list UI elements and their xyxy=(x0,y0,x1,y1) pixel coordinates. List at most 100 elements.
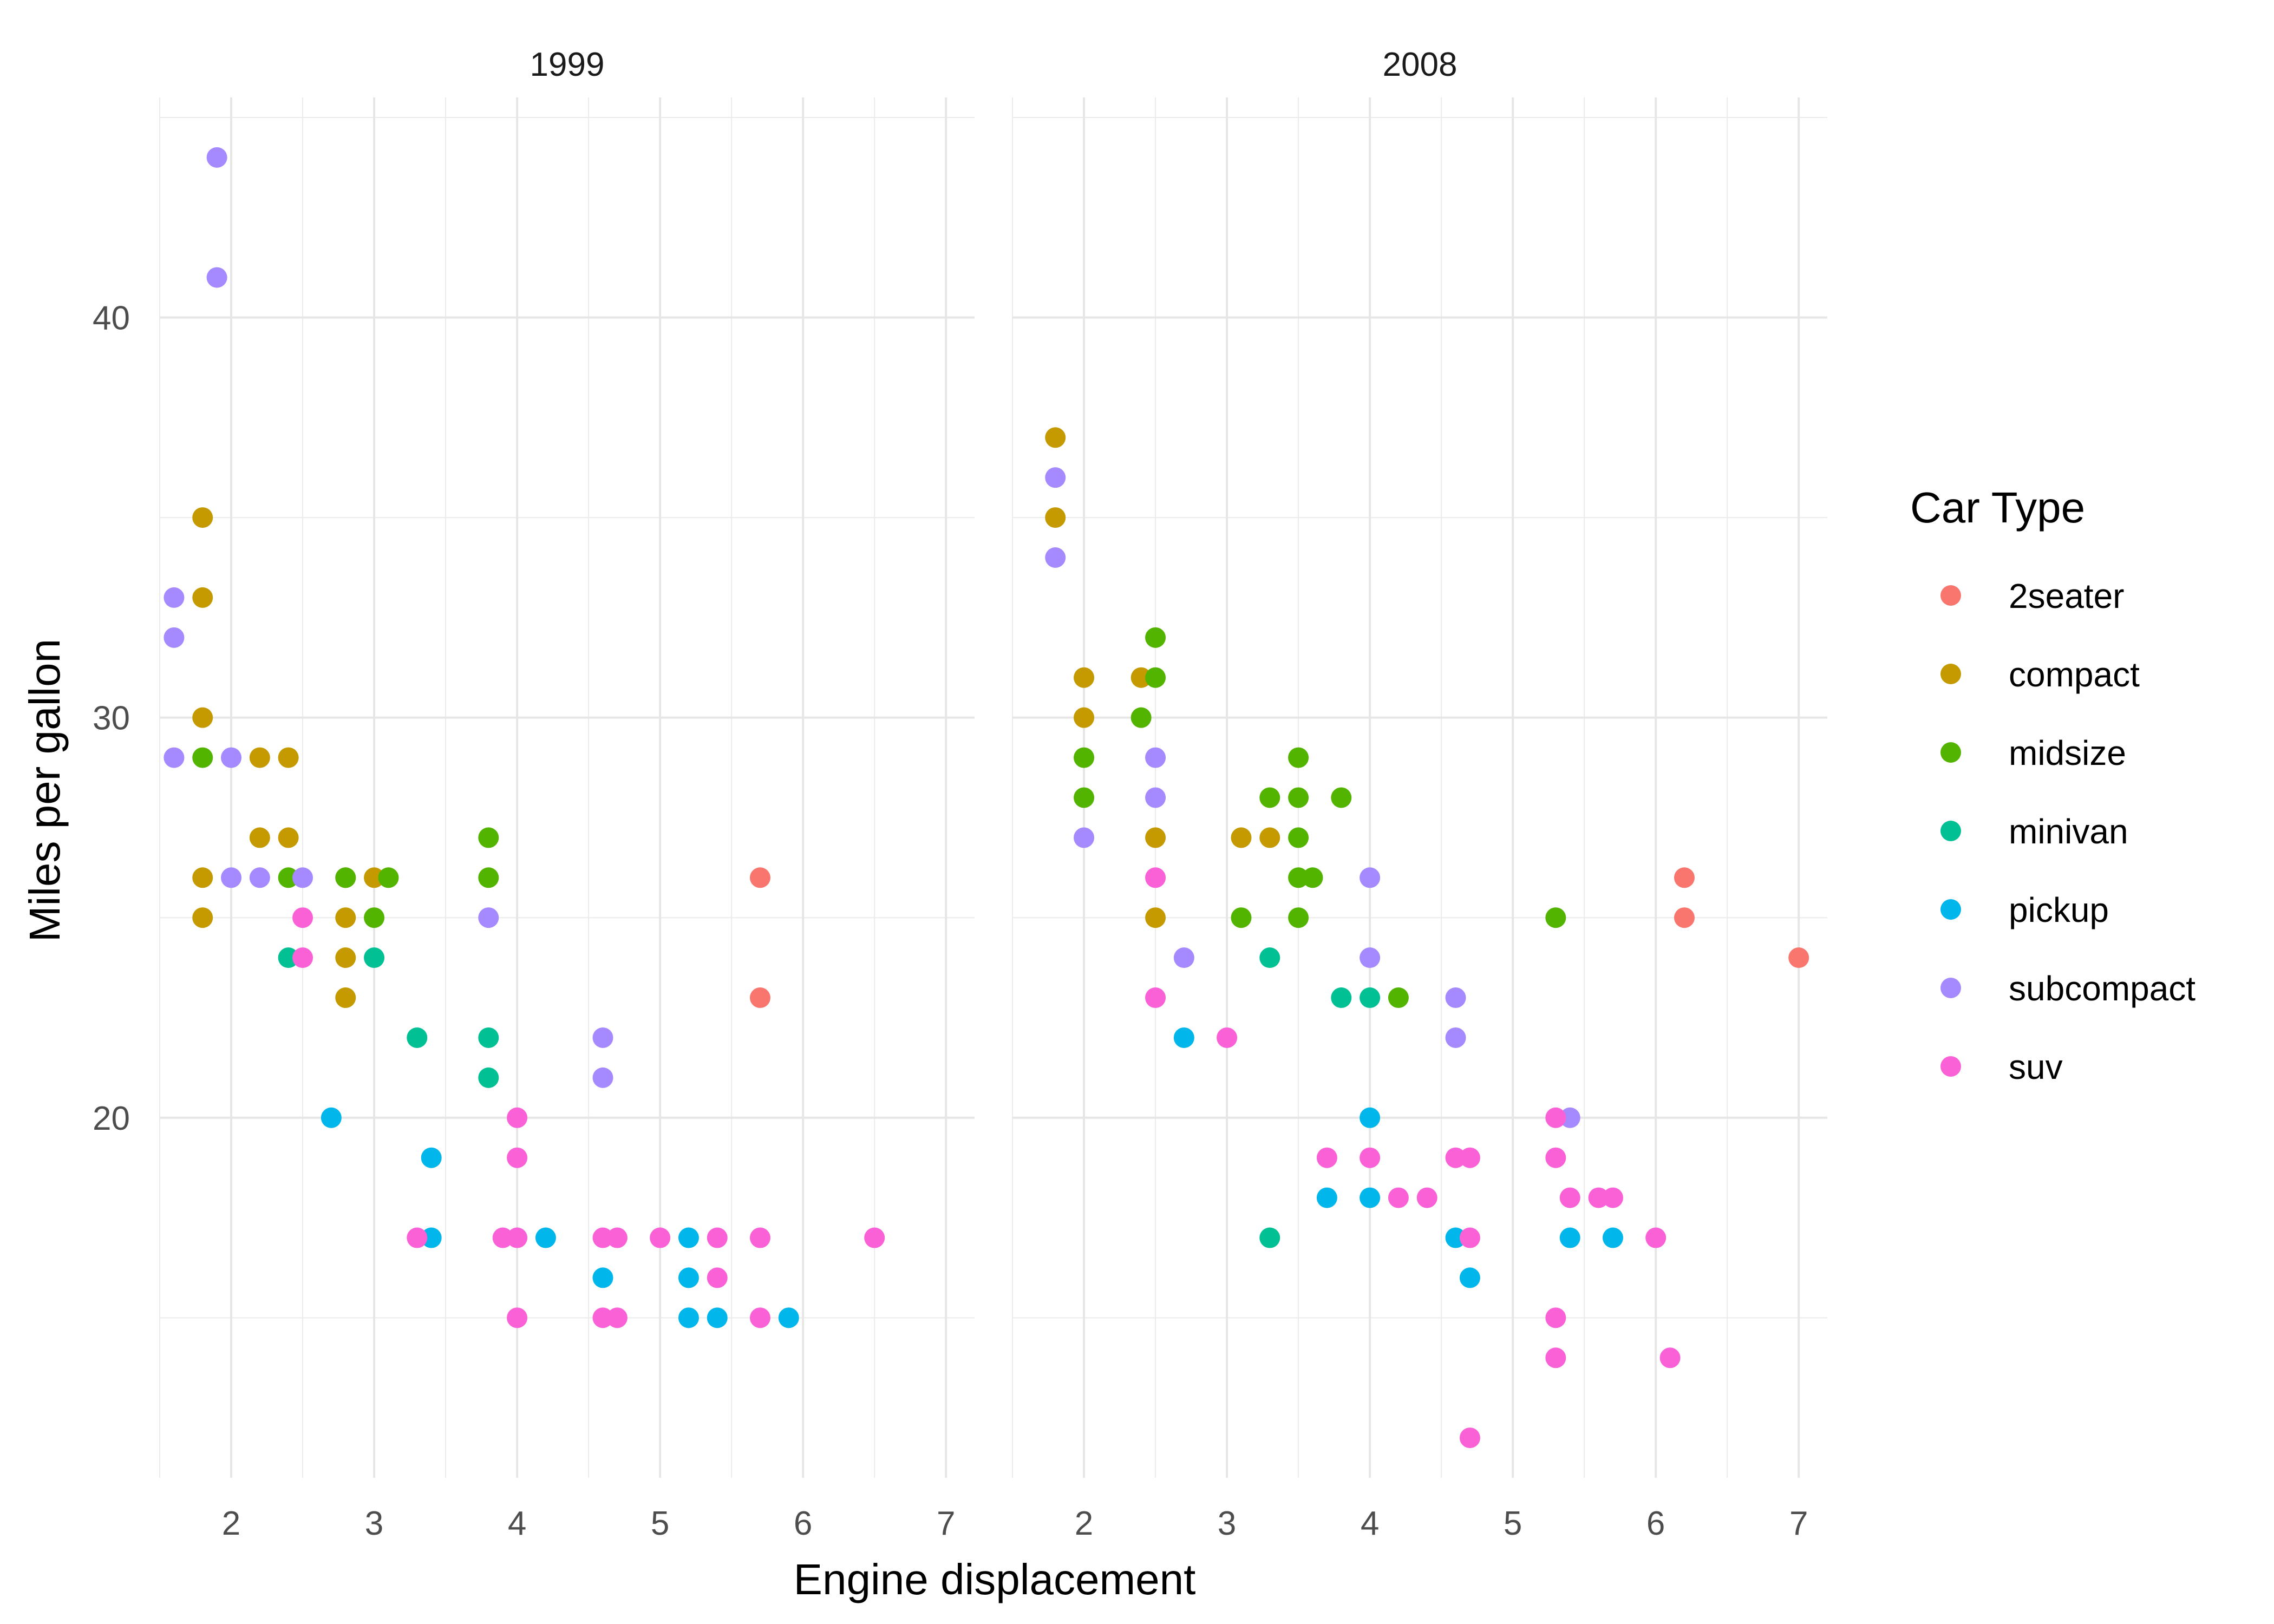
data-point-compact xyxy=(249,747,270,768)
data-point-2seater xyxy=(1674,867,1695,888)
data-point-subcompact xyxy=(1445,987,1466,1009)
data-point-suv xyxy=(1602,1187,1623,1208)
data-point-suv xyxy=(507,1227,528,1248)
data-point-midsize xyxy=(364,907,385,928)
data-point-pickup xyxy=(1602,1227,1623,1248)
data-point-minivan xyxy=(1360,987,1381,1009)
legend-key-pickup xyxy=(1940,899,1961,920)
series-midsize xyxy=(192,747,499,928)
data-point-pickup xyxy=(1173,1027,1194,1048)
data-point-suv xyxy=(1545,1347,1566,1368)
legend-item-minivan: minivan xyxy=(1940,812,2128,851)
facet-strip-label: 1999 xyxy=(530,46,605,83)
data-point-suv xyxy=(292,907,313,928)
data-point-suv xyxy=(1217,1027,1238,1048)
data-point-subcompact xyxy=(221,867,242,888)
data-point-minivan xyxy=(278,947,299,968)
data-point-suv xyxy=(1545,1307,1566,1328)
legend-label-pickup: pickup xyxy=(2009,890,2109,929)
data-point-compact xyxy=(249,827,270,848)
data-point-subcompact xyxy=(1145,747,1166,768)
series-subcompact xyxy=(164,147,613,1088)
data-point-compact xyxy=(278,747,299,768)
data-point-suv xyxy=(1145,867,1166,888)
legend-item-subcompact: subcompact xyxy=(1940,969,2195,1008)
data-point-pickup xyxy=(421,1227,442,1248)
series-2seater xyxy=(749,867,770,1009)
data-point-midsize xyxy=(1074,787,1095,808)
legend-key-minivan xyxy=(1940,821,1961,841)
x-tick-label: 2 xyxy=(222,1505,240,1542)
legend-key-2seater xyxy=(1940,585,1961,606)
series-suv xyxy=(1145,867,1681,1449)
data-point-midsize xyxy=(478,827,499,848)
data-point-minivan xyxy=(364,947,385,968)
data-point-pickup xyxy=(1360,1107,1381,1128)
data-point-midsize xyxy=(478,867,499,888)
data-point-subcompact xyxy=(249,867,270,888)
facet-panels: 1999 2 3 4 5 6 7 20 30 40 2008 2 3 4 5 6 7 xyxy=(93,46,1827,1542)
x-tick-label: 3 xyxy=(1218,1505,1236,1542)
data-point-midsize xyxy=(1288,907,1309,928)
facet-strip-label: 2008 xyxy=(1383,46,1458,83)
data-point-suv xyxy=(606,1227,628,1248)
data-point-pickup xyxy=(592,1267,613,1288)
data-point-compact xyxy=(278,827,299,848)
legend-item-suv: suv xyxy=(1940,1047,2063,1086)
data-point-pickup xyxy=(778,1307,799,1328)
data-point-suv xyxy=(707,1227,728,1248)
legend-label-subcompact: subcompact xyxy=(2009,969,2195,1008)
data-point-compact xyxy=(364,867,385,888)
data-point-suv xyxy=(864,1227,885,1248)
data-point-compact xyxy=(1074,667,1095,688)
x-axis-title: Engine displacement xyxy=(794,1555,1196,1603)
data-point-pickup xyxy=(421,1147,442,1168)
data-point-subcompact xyxy=(1045,467,1066,488)
data-point-suv xyxy=(592,1227,613,1248)
data-point-suv xyxy=(1360,1147,1381,1168)
x-tick-label: 5 xyxy=(651,1505,669,1542)
data-point-midsize xyxy=(378,867,399,888)
x-tick-label: 4 xyxy=(508,1505,526,1542)
data-point-subcompact xyxy=(1074,827,1095,848)
series-2seater xyxy=(1674,867,1809,968)
data-point-compact xyxy=(192,907,213,928)
legend-title: Car Type xyxy=(1910,483,2085,532)
data-point-subcompact xyxy=(1360,947,1381,968)
data-point-pickup xyxy=(1316,1187,1337,1208)
x-tick-label: 7 xyxy=(937,1505,955,1542)
data-point-minivan xyxy=(1331,987,1352,1009)
data-point-suv xyxy=(1316,1147,1337,1168)
data-point-suv xyxy=(1645,1227,1667,1248)
series-minivan xyxy=(1259,947,1381,1248)
data-point-compact xyxy=(1131,667,1152,688)
data-point-suv xyxy=(1588,1187,1609,1208)
y-axis-title: Miles per gallon xyxy=(21,639,69,942)
data-point-minivan xyxy=(478,1067,499,1088)
legend-key-compact xyxy=(1940,664,1961,684)
data-point-minivan xyxy=(1259,1227,1280,1248)
series-minivan xyxy=(278,947,499,1088)
data-point-compact xyxy=(192,707,213,728)
data-point-midsize xyxy=(278,867,299,888)
data-point-pickup xyxy=(535,1227,556,1248)
data-point-pickup xyxy=(1445,1227,1466,1248)
data-point-2seater xyxy=(749,867,770,888)
data-point-midsize xyxy=(1231,907,1252,928)
x-tick-label: 6 xyxy=(794,1505,812,1542)
data-point-minivan xyxy=(1259,947,1280,968)
y-tick-label: 30 xyxy=(93,700,130,737)
data-point-pickup xyxy=(1559,1227,1580,1248)
data-point-compact xyxy=(1259,827,1280,848)
data-point-suv xyxy=(650,1227,671,1248)
data-point-compact xyxy=(335,987,356,1009)
data-point-subcompact xyxy=(592,1067,613,1088)
x-tick-label: 2 xyxy=(1075,1505,1093,1542)
data-point-midsize xyxy=(1145,627,1166,648)
x-tick-label: 6 xyxy=(1646,1505,1665,1542)
data-point-suv xyxy=(1416,1187,1437,1208)
data-point-midsize xyxy=(335,867,356,888)
data-point-compact xyxy=(192,507,213,528)
y-tick-label: 20 xyxy=(93,1100,130,1137)
data-point-pickup xyxy=(678,1227,699,1248)
